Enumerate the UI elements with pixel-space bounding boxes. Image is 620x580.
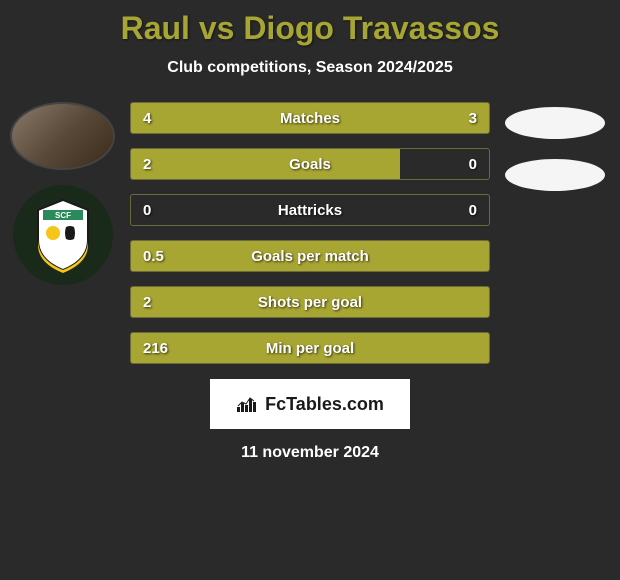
stat-bar-goals: 2 Goals 0 xyxy=(130,148,490,180)
club-badge-right xyxy=(505,159,605,191)
stat-bar-min-per-goal: 216 Min per goal xyxy=(130,332,490,364)
bar-value-left: 216 xyxy=(143,340,168,357)
content-area: SCF 4 Matches 3 2 Goals 0 xyxy=(0,102,620,364)
bar-value-left: 0.5 xyxy=(143,248,164,265)
subtitle: Club competitions, Season 2024/2025 xyxy=(0,59,620,77)
page-title: Raul vs Diogo Travassos xyxy=(0,0,620,47)
bar-label: Shots per goal xyxy=(258,294,362,311)
bar-label: Min per goal xyxy=(266,340,354,357)
bar-value-left: 4 xyxy=(143,110,151,127)
date-text: 11 november 2024 xyxy=(0,444,620,462)
club-badge-left: SCF xyxy=(13,185,113,285)
shield-icon: SCF xyxy=(28,195,98,275)
chart-icon xyxy=(236,395,260,413)
bar-value-left: 0 xyxy=(143,202,151,219)
svg-text:SCF: SCF xyxy=(55,211,71,220)
left-avatars: SCF xyxy=(0,102,120,285)
bar-value-left: 2 xyxy=(143,294,151,311)
bar-value-right: 3 xyxy=(469,110,477,127)
player-photo-right xyxy=(505,107,605,139)
bar-value-left: 2 xyxy=(143,156,151,173)
bar-fill-right xyxy=(335,103,489,133)
bar-fill-left xyxy=(131,149,400,179)
bar-label: Hattricks xyxy=(278,202,342,219)
stat-bar-shots-per-goal: 2 Shots per goal xyxy=(130,286,490,318)
stat-bar-hattricks: 0 Hattricks 0 xyxy=(130,194,490,226)
bar-value-right: 0 xyxy=(469,202,477,219)
brand-text: FcTables.com xyxy=(265,394,384,415)
bars-container: 4 Matches 3 2 Goals 0 0 Hattricks 0 0.5 … xyxy=(130,102,490,364)
right-avatars xyxy=(490,102,620,191)
bar-label: Matches xyxy=(280,110,340,127)
brand-badge: FcTables.com xyxy=(210,379,410,429)
bar-label: Goals per match xyxy=(251,248,369,265)
stat-bar-matches: 4 Matches 3 xyxy=(130,102,490,134)
bar-value-right: 0 xyxy=(469,156,477,173)
stat-bar-goals-per-match: 0.5 Goals per match xyxy=(130,240,490,272)
bar-label: Goals xyxy=(289,156,331,173)
player-photo-left xyxy=(10,102,115,170)
